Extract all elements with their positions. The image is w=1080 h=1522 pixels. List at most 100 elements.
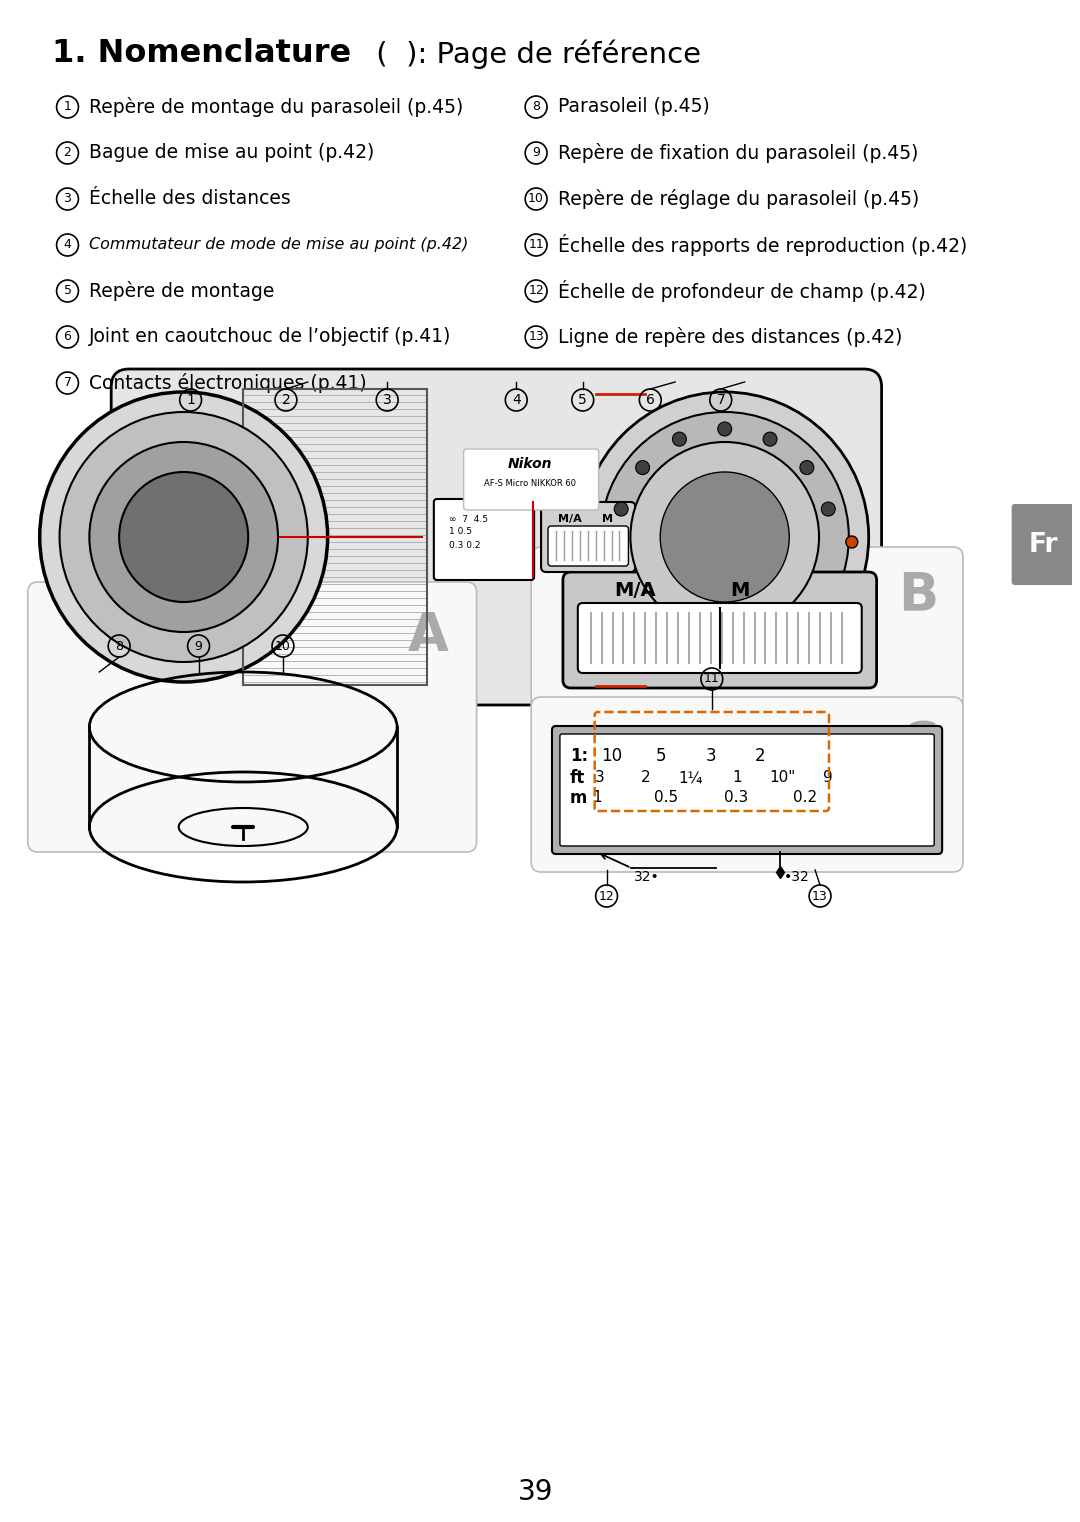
- FancyBboxPatch shape: [434, 499, 535, 580]
- Text: 5: 5: [64, 285, 71, 297]
- Text: 4: 4: [64, 239, 71, 251]
- Text: 5: 5: [656, 747, 666, 766]
- Text: Parasoleil (p.45): Parasoleil (p.45): [558, 97, 710, 117]
- Circle shape: [846, 536, 858, 548]
- Text: 12: 12: [598, 889, 615, 903]
- FancyBboxPatch shape: [559, 734, 934, 846]
- Circle shape: [90, 441, 278, 632]
- Text: 1: 1: [186, 393, 195, 406]
- Text: Repère de montage: Repère de montage: [90, 282, 274, 301]
- Text: M: M: [730, 580, 750, 600]
- Text: 4: 4: [512, 393, 521, 406]
- Text: 3: 3: [705, 747, 716, 766]
- Text: 10: 10: [600, 747, 622, 766]
- Text: 7: 7: [64, 376, 71, 390]
- Text: 0.3 0.2: 0.3 0.2: [448, 540, 481, 549]
- Text: Repère de montage du parasoleil (p.45): Repère de montage du parasoleil (p.45): [90, 97, 463, 117]
- Text: 3: 3: [595, 770, 605, 785]
- Text: Échelle de profondeur de champ (p.42): Échelle de profondeur de champ (p.42): [558, 280, 926, 301]
- Text: 11: 11: [528, 239, 544, 251]
- Text: 9: 9: [532, 146, 540, 160]
- FancyBboxPatch shape: [531, 546, 963, 712]
- Text: ∞  7  4.5: ∞ 7 4.5: [448, 514, 488, 524]
- Text: Échelle des rapports de reproduction (p.42): Échelle des rapports de reproduction (p.…: [558, 234, 968, 256]
- FancyBboxPatch shape: [28, 581, 476, 852]
- Circle shape: [631, 441, 819, 632]
- Text: (  ): Page de référence: ( ): Page de référence: [367, 40, 701, 68]
- Text: 0.5: 0.5: [654, 790, 678, 805]
- Circle shape: [673, 432, 687, 446]
- Circle shape: [636, 461, 649, 475]
- Text: 2: 2: [282, 393, 291, 406]
- Text: 9: 9: [823, 770, 833, 785]
- Text: 3: 3: [382, 393, 392, 406]
- Text: 13: 13: [528, 330, 544, 344]
- Text: Commutateur de mode de mise au point (p.42): Commutateur de mode de mise au point (p.…: [90, 237, 469, 253]
- Text: M/A: M/A: [615, 580, 657, 600]
- Text: Repère de réglage du parasoleil (p.45): Repère de réglage du parasoleil (p.45): [558, 189, 919, 209]
- Text: Nikon: Nikon: [508, 457, 552, 470]
- Text: M: M: [602, 514, 612, 524]
- Text: M/A: M/A: [558, 514, 582, 524]
- Text: 8: 8: [116, 639, 123, 653]
- Text: 3: 3: [64, 192, 71, 205]
- Text: 6: 6: [646, 393, 654, 406]
- Text: 1 0.5: 1 0.5: [448, 528, 472, 536]
- Circle shape: [764, 432, 777, 446]
- Text: Joint en caoutchouc de l’objectif (p.41): Joint en caoutchouc de l’objectif (p.41): [90, 327, 451, 347]
- Circle shape: [40, 393, 327, 682]
- Circle shape: [600, 412, 849, 662]
- FancyBboxPatch shape: [111, 368, 881, 705]
- Text: AF-S Micro NIKKOR 60: AF-S Micro NIKKOR 60: [484, 478, 576, 487]
- Text: 13: 13: [812, 889, 828, 903]
- Text: 11: 11: [704, 673, 719, 685]
- Text: 1:: 1:: [570, 747, 588, 766]
- Text: 7: 7: [716, 393, 725, 406]
- Text: 1¼: 1¼: [679, 770, 703, 785]
- FancyBboxPatch shape: [531, 697, 963, 872]
- FancyBboxPatch shape: [552, 726, 942, 854]
- Text: Fr: Fr: [1029, 533, 1058, 559]
- Text: •32: •32: [784, 871, 810, 884]
- Circle shape: [119, 472, 248, 603]
- Text: 6: 6: [64, 330, 71, 344]
- Circle shape: [581, 393, 868, 682]
- Text: 12: 12: [528, 285, 544, 297]
- Text: 1: 1: [64, 100, 71, 114]
- Text: C: C: [900, 718, 939, 772]
- FancyBboxPatch shape: [563, 572, 877, 688]
- Text: 1. Nomenclature: 1. Nomenclature: [52, 38, 351, 70]
- Text: m: m: [570, 788, 588, 807]
- Text: 39: 39: [518, 1478, 554, 1505]
- Text: 10: 10: [528, 192, 544, 205]
- Circle shape: [660, 472, 789, 603]
- Text: Bague de mise au point (p.42): Bague de mise au point (p.42): [90, 143, 375, 163]
- Text: 10: 10: [275, 639, 291, 653]
- Text: 8: 8: [532, 100, 540, 114]
- Text: 1: 1: [732, 770, 742, 785]
- Text: 5: 5: [579, 393, 588, 406]
- Text: Repère de fixation du parasoleil (p.45): Repère de fixation du parasoleil (p.45): [558, 143, 918, 163]
- Text: ft: ft: [570, 769, 585, 787]
- FancyBboxPatch shape: [548, 527, 629, 566]
- Text: Contacts électroniques (p.41): Contacts électroniques (p.41): [90, 373, 367, 393]
- Text: 32•: 32•: [634, 871, 660, 884]
- Text: Échelle des distances: Échelle des distances: [90, 190, 292, 209]
- Text: A: A: [408, 610, 448, 662]
- Text: 2: 2: [755, 747, 766, 766]
- FancyBboxPatch shape: [541, 502, 635, 572]
- Circle shape: [615, 502, 629, 516]
- Text: 2: 2: [640, 770, 650, 785]
- Text: 1: 1: [592, 790, 602, 805]
- Text: Ligne de repère des distances (p.42): Ligne de repère des distances (p.42): [558, 327, 902, 347]
- Circle shape: [59, 412, 308, 662]
- Circle shape: [800, 461, 814, 475]
- Text: 0.2: 0.2: [793, 790, 818, 805]
- Text: B: B: [897, 569, 939, 621]
- Text: 0.3: 0.3: [724, 790, 747, 805]
- Circle shape: [718, 422, 731, 435]
- Text: 2: 2: [64, 146, 71, 160]
- FancyBboxPatch shape: [463, 449, 598, 510]
- FancyBboxPatch shape: [578, 603, 862, 673]
- Text: 10": 10": [769, 770, 796, 785]
